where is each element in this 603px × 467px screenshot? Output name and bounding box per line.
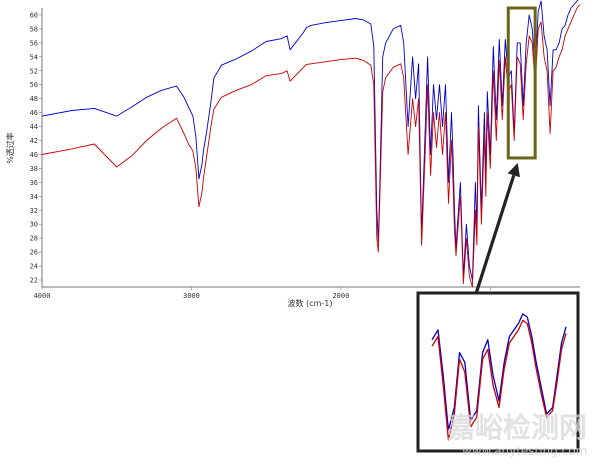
y-tick-label: 34 — [30, 193, 38, 201]
y-tick-label: 26 — [30, 249, 38, 257]
y-tick-label: 36 — [30, 179, 38, 187]
tick-labels: 22 24 26 28 30 32 34 36 38 40 42 44 46 48 50 52 54 56 58 60… — [30, 11, 499, 300]
inset-series-line-2 — [431, 319, 567, 441]
y-tick-label: 56 — [30, 39, 38, 47]
x-tick-label: 3000 — [183, 292, 200, 300]
y-tick-label: 24 — [30, 263, 38, 271]
y-tick-label: 46 — [30, 109, 38, 117]
arrow-group — [472, 163, 520, 301]
y-tick-label: 58 — [30, 25, 38, 33]
arrow-head — [507, 163, 520, 178]
y-tick-label: 32 — [30, 207, 38, 215]
y-tick-label: 42 — [30, 137, 38, 145]
x-tick-label: 2000 — [332, 292, 349, 300]
series-line-2 — [41, 4, 581, 288]
y-axis-label: %透过率 — [5, 132, 15, 164]
arrow-shaft — [472, 174, 516, 301]
highlight-box-group — [506, 6, 537, 160]
y-tick-label: 44 — [30, 123, 38, 131]
y-tick-label: 50 — [30, 81, 38, 89]
highlight-box — [506, 6, 537, 160]
y-tick-label: 22 — [30, 277, 38, 285]
y-tick-label: 28 — [30, 235, 38, 243]
watermark: 嘉峪检测网 www.anytesting.com — [447, 411, 587, 458]
y-tick-label: 48 — [30, 95, 38, 103]
y-tick-label: 38 — [30, 165, 38, 173]
y-tick-label: 60 — [30, 11, 38, 19]
y-tick-label: 40 — [30, 151, 38, 159]
y-tick-label: 30 — [30, 221, 38, 229]
series-line-1 — [41, 0, 579, 281]
y-tick-label: 54 — [30, 53, 38, 61]
y-tick-label: 52 — [30, 67, 38, 75]
x-tick-label: 4000 — [34, 292, 51, 300]
x-axis-label: 波数 (cm-1) — [288, 298, 333, 308]
series-group — [41, 0, 581, 288]
watermark-text: 嘉峪检测网 — [447, 411, 587, 444]
watermark-url: www.anytesting.com — [462, 444, 587, 458]
inset-frame — [416, 291, 580, 453]
inset-panel — [416, 291, 580, 453]
